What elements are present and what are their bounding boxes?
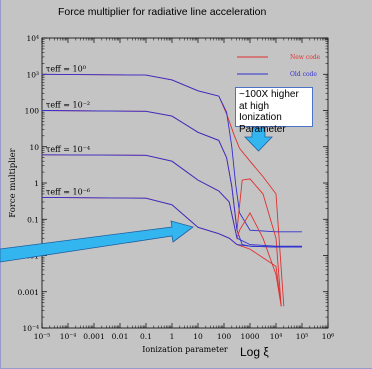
x-axis-label: Ionization parameter [142,345,228,354]
y-tick-label: 10⁻⁴ [22,324,39,333]
legend-label: Old code [290,71,317,78]
series-line [41,73,302,233]
y-tick-label: 0.001 [18,288,39,297]
down-arrow [244,127,273,152]
y-tick-label: 10⁴ [26,34,39,43]
x-tick-label: 10 [193,332,203,341]
pointer-arrow [0,220,194,263]
x-tick-label: 10⁻⁵ [34,332,51,341]
y-tick-label: 10³ [26,70,39,79]
chart-title: Force multiplier for radiative line acce… [58,6,267,18]
curve-label: τeff = 10⁻² [46,101,90,110]
y-tick-label: 1 [34,179,39,188]
series-line [41,154,302,247]
curve-label: τeff = 10⁻⁴ [46,145,90,154]
y-tick-label: 0.1 [27,215,39,224]
y-tick-label: 10 [29,143,39,152]
legend-label: New code [290,54,321,61]
curve-label: τeff = 10⁻⁶ [46,187,90,196]
annotation-callout: ~100X higher at high Ionization Paramete… [235,87,313,135]
x-tick-label: 100 [217,332,232,341]
series-line [41,196,282,307]
curve-label: τeff = 10⁰ [46,64,86,73]
plot-frame [41,37,329,329]
series-line [41,110,282,307]
x-tick-label: 1000 [240,332,259,341]
y-tick-label: 100 [25,107,40,116]
x-tick-label: 10⁶ [322,332,335,341]
x-tick-label: 1 [170,332,175,341]
series-line [41,196,302,248]
x-axis-label-log: Log ξ [240,345,269,359]
x-tick-label: 10⁵ [296,332,309,341]
x-tick-label: 10⁻⁴ [60,332,77,341]
x-tick-label: 0.001 [83,332,104,341]
x-tick-label: 0.1 [140,332,152,341]
y-axis-label: Force multiplier [8,147,18,217]
x-tick-label: 0.01 [112,332,129,341]
x-tick-label: 10⁴ [270,332,283,341]
